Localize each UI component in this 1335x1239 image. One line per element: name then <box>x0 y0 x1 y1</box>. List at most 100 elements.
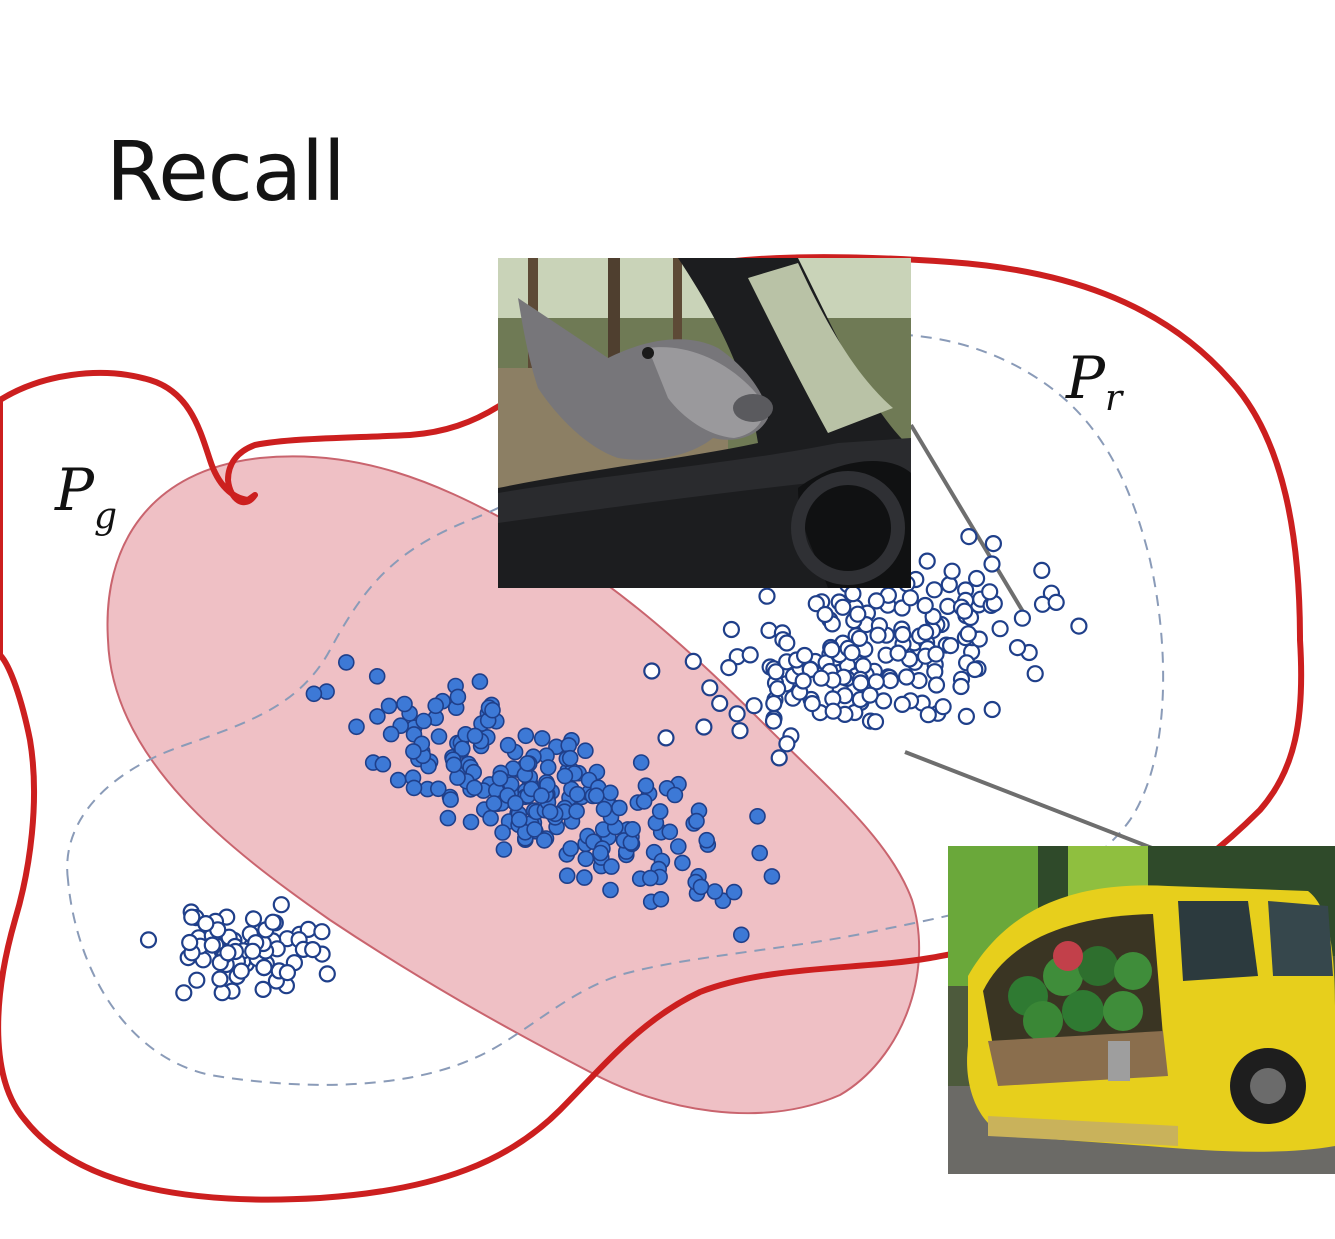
real-sample-point <box>943 562 961 580</box>
generated-sample-point <box>732 926 750 944</box>
generated-sample-point <box>568 802 585 820</box>
generated-sample-point <box>751 844 769 862</box>
real-sample-point <box>313 923 331 941</box>
real-sample-point <box>758 587 776 605</box>
generated-sample-point <box>576 869 593 886</box>
generated-sample-point <box>348 718 365 736</box>
real-sample-point <box>843 644 861 662</box>
real-sample-point <box>695 718 713 736</box>
real-sample-point <box>816 605 834 624</box>
real-sample-point <box>844 585 862 603</box>
real-sample-point <box>765 694 783 713</box>
real-sample-point <box>318 965 336 983</box>
generated-sample-point <box>396 695 413 713</box>
photo-donkey-car-window <box>498 258 911 588</box>
real-sample-point <box>213 984 231 1002</box>
real-sample-point <box>812 669 830 687</box>
real-sample-point <box>684 652 702 671</box>
real-sample-point <box>925 581 943 599</box>
generated-sample-point <box>535 832 553 849</box>
generated-sample-point <box>706 883 724 900</box>
real-sample-point <box>255 958 273 977</box>
generated-sample-point <box>666 786 684 804</box>
dashed-support-outline <box>66 333 1165 1086</box>
generated-sample-point <box>651 803 669 820</box>
real-sample-point <box>941 636 960 655</box>
photo-yellow-car-watermelons <box>948 846 1335 1174</box>
real-sample-point <box>861 686 879 704</box>
generated-sample-point <box>453 740 471 758</box>
real-sample-point <box>657 729 675 747</box>
real-sample-point <box>175 984 193 1002</box>
real-sample-point <box>1008 638 1027 657</box>
connector-line-donkey <box>909 423 1030 622</box>
real-sample-point <box>643 662 661 680</box>
real-sample-point <box>1026 665 1044 683</box>
generated-sample-point <box>405 779 423 797</box>
generated-sample-points <box>305 654 781 944</box>
real-sample-point <box>1033 561 1051 580</box>
generated-sample-point <box>405 743 422 760</box>
real-sample-point <box>1033 595 1052 613</box>
real-sample-point <box>264 913 282 931</box>
real-sample-point <box>823 641 841 659</box>
real-sample-point <box>983 555 1001 573</box>
real-sample-point <box>916 623 935 642</box>
real-sample-point <box>934 698 952 716</box>
real-sample-point <box>745 697 763 715</box>
real-sample-points <box>139 527 1088 1002</box>
real-sample-point <box>957 707 976 726</box>
generated-sample-point <box>611 799 628 817</box>
generated-sample-point <box>641 869 659 887</box>
real-sample-point <box>768 680 787 698</box>
generated-sample-point <box>541 803 559 821</box>
real-sample-point <box>981 583 999 601</box>
generated-sample-point <box>449 688 467 706</box>
generated-sample-point <box>749 807 766 825</box>
generated-sample-point <box>485 795 503 812</box>
generated-sample-point <box>562 840 580 857</box>
generated-sample-point <box>661 823 679 841</box>
real-sample-point <box>927 645 945 663</box>
real-sample-point <box>966 660 984 679</box>
generated-sample-point <box>635 793 653 810</box>
generated-sample-point <box>577 850 595 868</box>
real-sample-point <box>722 620 741 639</box>
generated-sample-point <box>369 708 386 725</box>
generated-sample-point <box>466 727 484 745</box>
generated-sample-point <box>688 812 705 830</box>
generated-sample-point <box>442 791 459 808</box>
generated-sample-point <box>539 759 557 776</box>
real-sample-point <box>889 644 907 662</box>
generated-sample-point <box>471 673 489 690</box>
real-sample-point <box>188 971 206 989</box>
generated-sample-point <box>556 767 574 785</box>
generated-sample-point <box>533 730 551 747</box>
generated-sample-point <box>482 809 499 827</box>
generated-sample-point <box>674 854 691 872</box>
footer-caption <box>0 1226 1335 1239</box>
real-sample-point <box>897 668 916 686</box>
real-sample-point <box>807 595 825 613</box>
real-sample-point <box>181 933 199 952</box>
generated-sample-point <box>602 784 619 802</box>
generated-sample-point <box>725 883 743 901</box>
real-sample-point <box>1013 609 1032 627</box>
real-sample-point <box>834 598 852 616</box>
generated-sample-point <box>430 728 448 745</box>
real-sample-point <box>803 694 821 713</box>
generated-sample-point <box>499 736 517 754</box>
generated-sample-point <box>669 838 687 855</box>
real-sample-point <box>983 700 1001 719</box>
generated-sample-point <box>587 787 605 805</box>
real-sample-point <box>720 658 738 677</box>
real-sample-point <box>1047 593 1065 612</box>
real-sample-point <box>901 589 920 607</box>
real-sample-point <box>304 940 322 959</box>
label-p-r: Pr <box>1065 344 1124 419</box>
real-sample-point <box>869 626 887 644</box>
generated-sample-point <box>698 831 716 849</box>
generated-sample-point <box>466 779 483 797</box>
real-sample-point <box>984 534 1003 553</box>
